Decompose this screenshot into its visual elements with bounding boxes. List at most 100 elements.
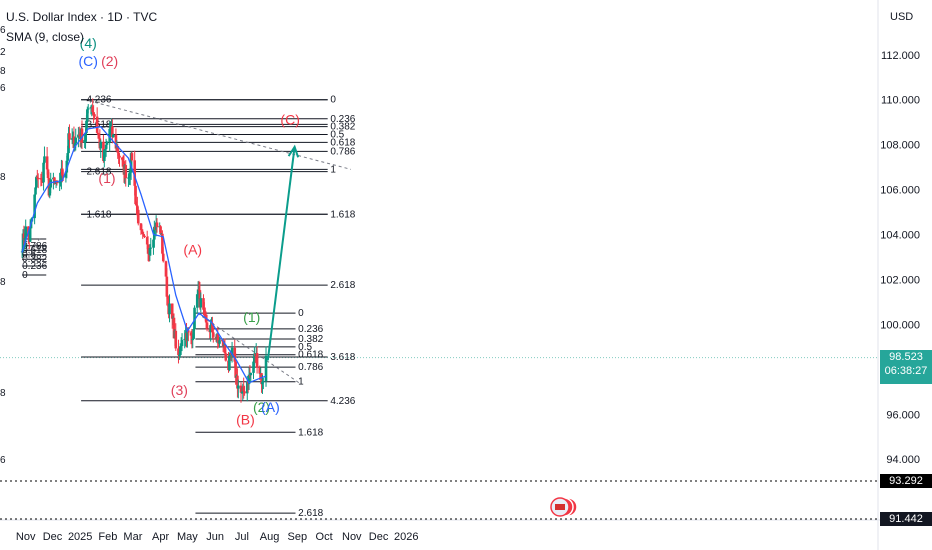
candle: [139, 223, 143, 235]
candle: [262, 377, 265, 390]
candle-body: [178, 346, 182, 355]
candle-body: [191, 338, 195, 341]
candle: [199, 292, 203, 313]
candle-body: [64, 172, 68, 178]
candle-body: [118, 155, 121, 158]
projection-arrow-head: [287, 144, 300, 158]
candle-body: [139, 223, 143, 231]
left-fragment-4: 8: [0, 172, 6, 183]
price-tag-2-value: 91.442: [889, 513, 923, 525]
candle-body: [258, 367, 262, 374]
price-tick-label-0: 112.000: [881, 50, 920, 62]
fib-level-label: 0.618: [298, 350, 323, 361]
fib-level-label: 3.618: [86, 119, 111, 130]
candle-body: [58, 182, 61, 184]
candle-body: [155, 222, 159, 228]
candle-body: [70, 138, 74, 140]
price-tick-label-7: 96.000: [886, 409, 920, 421]
candle: [224, 348, 228, 362]
price-tag-1-value: 93.292: [889, 475, 923, 487]
candle-body: [135, 204, 138, 206]
candle-body: [186, 330, 189, 341]
candle-body: [168, 303, 171, 315]
candle-body: [193, 307, 196, 330]
candle-body: [86, 108, 90, 110]
candle: [170, 303, 174, 329]
sma-indicator-label[interactable]: SMA (9, close): [6, 30, 85, 44]
candle-body: [136, 209, 140, 224]
candle: [218, 336, 221, 348]
candle-body: [228, 356, 231, 371]
candle-body: [195, 294, 199, 308]
time-tick-label-8: Jul: [235, 531, 249, 543]
candle-body: [109, 128, 112, 130]
bar-countdown: 06:38:27: [884, 365, 928, 377]
economic-event-icon: [550, 497, 578, 517]
candle-body: [239, 385, 243, 393]
candle-body: [73, 143, 77, 149]
candle: [249, 372, 253, 383]
time-tick-label-0: Nov: [16, 531, 36, 543]
candle-body: [127, 177, 130, 179]
candle-body: [164, 261, 168, 277]
candle-body: [48, 187, 52, 196]
candle-body: [233, 347, 237, 362]
candle: [247, 367, 251, 391]
candle-body: [161, 253, 165, 262]
candle-body: [236, 375, 239, 389]
candle: [205, 314, 209, 332]
time-tick-label-6: May: [177, 531, 198, 543]
candle-body: [36, 176, 39, 178]
fib-level-label: 3.618: [330, 352, 355, 363]
fib-level-label: 2.618: [330, 280, 355, 291]
candle: [93, 113, 96, 120]
candle-body: [192, 329, 195, 339]
us-flag-icon: [555, 504, 565, 510]
candle-body: [223, 344, 227, 354]
candle-body: [104, 144, 108, 150]
time-axis-ticks: Nov Dec 2025 Feb Mar Apr May Jun Jul Aug Sep Oct Nov…: [16, 531, 419, 543]
candle: [148, 244, 152, 262]
candle-body: [159, 226, 162, 235]
candle: [111, 119, 114, 144]
candle: [136, 207, 140, 226]
candle: [128, 168, 131, 185]
candle: [77, 127, 80, 148]
candle-body: [211, 322, 214, 333]
candle: [190, 328, 194, 349]
candle-body: [247, 374, 251, 385]
candle: [174, 323, 178, 351]
candle: [104, 138, 108, 157]
candle-body: [96, 132, 100, 135]
price-tick-label-6: 100.000: [880, 319, 920, 331]
candle: [155, 218, 159, 233]
time-tick-label-7: Jun: [206, 531, 224, 543]
candle-body: [130, 153, 134, 161]
candle-body: [255, 353, 259, 368]
fib-level-label: 0.236: [298, 324, 323, 335]
candle-body: [28, 228, 32, 242]
candle-body: [86, 109, 89, 121]
fib-level-label: 0.382: [298, 334, 323, 345]
candle-body: [145, 237, 149, 245]
candle-body: [212, 332, 215, 337]
time-tick-label-2: 2025: [68, 531, 92, 543]
candle-body: [146, 244, 150, 254]
candle-body: [234, 361, 237, 378]
candle: [86, 104, 90, 114]
wave-labels: (4)(C) (2)(1)(3)(A)(B)(1)(2)(A)(C): [79, 35, 300, 427]
left-fragment-7: 6: [0, 455, 6, 466]
candle-body: [45, 156, 49, 170]
currency-label[interactable]: USD: [890, 11, 914, 23]
candle-body: [89, 107, 93, 109]
candle-body: [216, 334, 220, 340]
candle-body: [83, 140, 86, 143]
candle-body: [128, 172, 132, 177]
candle: [61, 160, 64, 183]
left-edge-fragments: 6 2 8 6 8 8 8 6: [0, 25, 6, 466]
candle-body: [199, 298, 203, 308]
wave-label-6: (B): [236, 411, 255, 427]
candle: [230, 341, 234, 363]
candle: [161, 247, 165, 263]
